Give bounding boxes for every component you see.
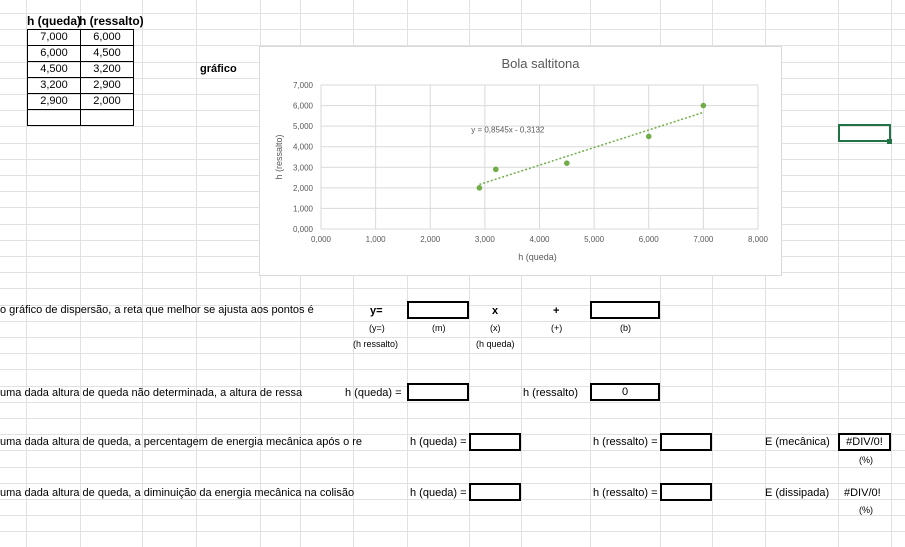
trendline-equation: y = 0,8545x - 0,3132 xyxy=(471,125,545,134)
y-tick-label: 7,000 xyxy=(293,81,314,90)
q3-e-mecanica-label: E (mecânica) xyxy=(765,436,830,448)
q1-b-input[interactable] xyxy=(590,301,660,319)
table-cell[interactable]: 3,200 xyxy=(80,61,134,78)
q3-h-ressalto-input[interactable] xyxy=(660,433,712,451)
data-point xyxy=(493,166,499,173)
chart-svg: Bola saltitona 0,000 1,000 2,000 3,000 4,000 5… xyxy=(274,56,769,262)
table-cell[interactable]: 6,000 xyxy=(27,45,81,62)
q2-text: uma dada altura de queda não determinada… xyxy=(0,387,303,399)
q3-h-queda-input[interactable] xyxy=(469,433,521,451)
header-h-queda: h (queda) xyxy=(27,14,81,28)
y-axis-label: h (ressalto) xyxy=(274,134,284,179)
q2-h-queda-label: h (queda) = xyxy=(345,387,402,399)
q3-h-ressalto-label: h (ressalto) = xyxy=(593,436,658,448)
q1-y-equals: y= xyxy=(370,305,383,317)
table-row: 2,900 2,000 xyxy=(27,93,134,110)
x-tick-label: 6,000 xyxy=(639,235,660,244)
q1-sub-h-queda: (h queda) xyxy=(476,339,515,349)
q2-h-ressalto-label: h (ressalto) xyxy=(523,387,579,399)
q1-sub-x: (x) xyxy=(490,323,501,333)
x-tick-label: 2,000 xyxy=(420,235,441,244)
table-cell[interactable] xyxy=(27,109,81,126)
q1-sub-y: (y=) xyxy=(369,323,385,333)
q2-h-ressalto-value[interactable]: 0 xyxy=(590,383,660,401)
y-tick-label: 4,000 xyxy=(293,143,314,152)
q1-text: o gráfico de dispersão, a reta que melho… xyxy=(0,304,314,316)
table-row: 7,000 6,000 xyxy=(27,29,134,46)
table-row: 6,000 4,500 xyxy=(27,45,134,62)
y-tick-label: 3,000 xyxy=(293,163,314,172)
table-cell[interactable]: 3,200 xyxy=(27,77,81,94)
y-tick-label: 5,000 xyxy=(293,122,314,131)
grafico-label: gráfico xyxy=(200,63,237,75)
scatter-chart[interactable]: Bola saltitona 0,000 1,000 2,000 3,000 4,000 5… xyxy=(259,46,782,276)
y-tick-label: 1,000 xyxy=(293,204,314,213)
trendline xyxy=(479,111,704,186)
x-tick-label: 5,000 xyxy=(584,235,605,244)
q4-h-ressalto-input[interactable] xyxy=(660,483,712,501)
x-tick-label: 3,000 xyxy=(475,235,496,244)
x-tick-label: 1,000 xyxy=(366,235,387,244)
table-cell[interactable]: 7,000 xyxy=(27,29,81,46)
table-row xyxy=(27,109,134,126)
q2-h-queda-input[interactable] xyxy=(407,383,469,401)
table-row: 3,200 2,900 xyxy=(27,77,134,94)
table-cell[interactable]: 4,500 xyxy=(27,61,81,78)
q4-unit: (%) xyxy=(859,505,873,515)
x-tick-label: 4,000 xyxy=(529,235,550,244)
q4-e-dissipada-value[interactable]: #DIV/0! xyxy=(844,487,881,499)
table-cell[interactable]: 2,900 xyxy=(80,77,134,94)
q1-sub-h-ressalto: (h ressalto) xyxy=(353,339,399,349)
table-cell[interactable]: 2,900 xyxy=(27,93,81,110)
q1-sub-b: (b) xyxy=(620,323,631,333)
q3-text: uma dada altura de queda, a percentagem … xyxy=(0,436,363,448)
y-tick-label: 6,000 xyxy=(293,102,314,111)
q3-h-queda-label: h (queda) = xyxy=(410,436,467,448)
q4-h-ressalto-label: h (ressalto) = xyxy=(593,487,658,499)
table-cell[interactable]: 6,000 xyxy=(80,29,134,46)
x-tick-label: 8,000 xyxy=(748,235,769,244)
q3-e-mecanica-value[interactable]: #DIV/0! xyxy=(838,433,891,451)
table-cell[interactable]: 2,000 xyxy=(80,93,134,110)
q1-m-input[interactable] xyxy=(407,301,469,319)
q1-sub-plus: (+) xyxy=(551,323,563,333)
q1-sub-m: (m) xyxy=(432,323,446,333)
data-point xyxy=(645,133,652,140)
data-point xyxy=(564,160,570,166)
y-tick-label: 0,000 xyxy=(293,225,314,234)
q4-h-queda-input[interactable] xyxy=(469,483,521,501)
table-cell[interactable]: 4,500 xyxy=(80,45,134,62)
chart-title: Bola saltitona xyxy=(501,56,580,71)
q4-e-dissipada-label: E (dissipada) xyxy=(765,487,830,499)
table-cell[interactable] xyxy=(80,109,134,126)
q1-x-symbol: x xyxy=(492,305,499,317)
x-tick-label: 0,000 xyxy=(311,235,332,244)
table-row: 4,500 3,200 xyxy=(27,61,134,78)
data-point xyxy=(700,102,707,109)
selected-cell[interactable] xyxy=(838,124,891,142)
header-h-ressalto: h (ressalto) xyxy=(79,14,144,28)
q4-text: uma dada altura de queda, a diminuição d… xyxy=(0,487,355,499)
q3-unit: (%) xyxy=(859,455,873,465)
data-point xyxy=(476,185,483,191)
x-tick-label: 7,000 xyxy=(693,235,714,244)
q1-plus-symbol: + xyxy=(553,305,560,317)
data-table: 7,000 6,000 6,000 4,500 4,500 3,200 3,200 2,… xyxy=(27,29,134,126)
x-axis-label: h (queda) xyxy=(518,252,557,262)
q4-h-queda-label: h (queda) = xyxy=(410,487,467,499)
fill-handle[interactable] xyxy=(887,139,892,144)
y-tick-label: 2,000 xyxy=(293,184,314,193)
